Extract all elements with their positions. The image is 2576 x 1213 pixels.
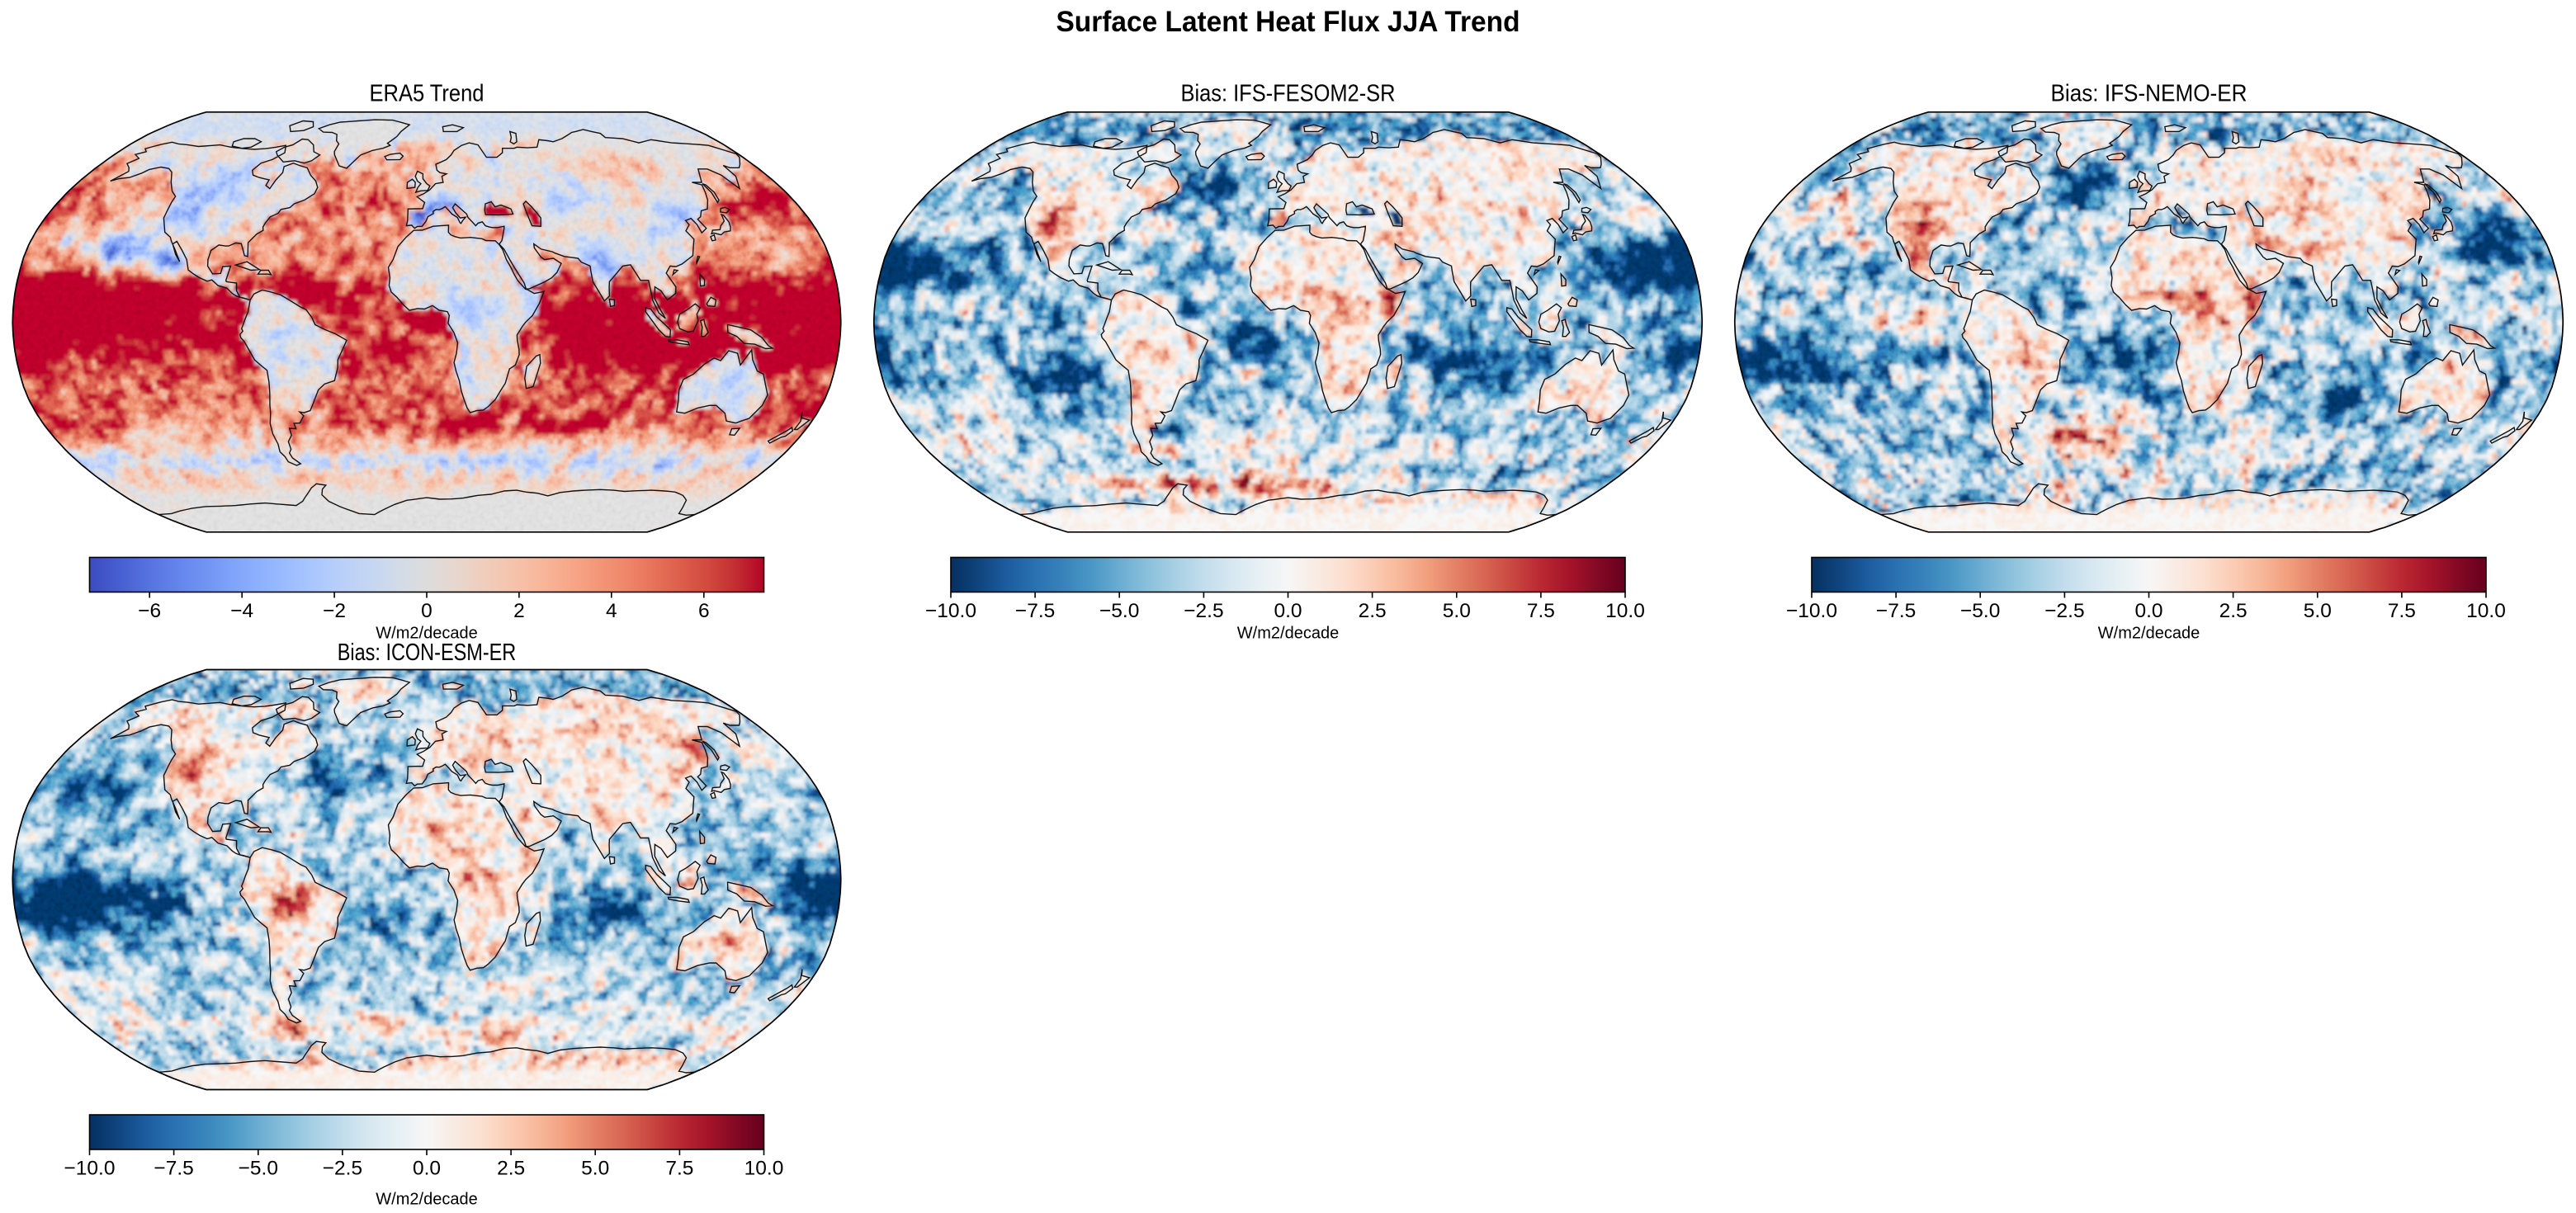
- svg-text:−5.0: −5.0: [1960, 600, 2000, 622]
- svg-text:−7.5: −7.5: [1015, 600, 1055, 622]
- svg-text:−2.5: −2.5: [1184, 600, 1223, 622]
- svg-text:−4: −4: [230, 600, 253, 622]
- svg-text:Bias: IFS-NEMO-ER: Bias: IFS-NEMO-ER: [2051, 81, 2248, 107]
- svg-text:10.0: 10.0: [2466, 600, 2506, 622]
- svg-text:2.5: 2.5: [1359, 600, 1387, 622]
- svg-text:0.0: 0.0: [413, 1158, 441, 1180]
- svg-text:Surface Latent Heat Flux JJA T: Surface Latent Heat Flux JJA Trend: [1056, 6, 1520, 38]
- svg-text:W/m2/decade: W/m2/decade: [1237, 625, 1339, 643]
- svg-text:−6: −6: [138, 600, 161, 622]
- svg-text:2.5: 2.5: [2219, 600, 2248, 622]
- svg-text:5.0: 5.0: [581, 1158, 609, 1180]
- svg-text:0.0: 0.0: [2134, 600, 2162, 622]
- svg-text:0: 0: [421, 600, 432, 622]
- svg-text:0.0: 0.0: [1274, 600, 1302, 622]
- svg-text:−2.5: −2.5: [323, 1158, 362, 1180]
- svg-text:−5.0: −5.0: [1099, 600, 1139, 622]
- svg-text:W/m2/decade: W/m2/decade: [376, 625, 477, 643]
- svg-text:4: 4: [606, 600, 617, 622]
- svg-text:Bias: ICON-ESM-ER: Bias: ICON-ESM-ER: [338, 640, 517, 666]
- svg-text:−2: −2: [323, 600, 346, 622]
- svg-text:W/m2/decade: W/m2/decade: [376, 1191, 477, 1209]
- svg-text:−7.5: −7.5: [154, 1158, 193, 1180]
- svg-text:7.5: 7.5: [2388, 600, 2416, 622]
- svg-text:7.5: 7.5: [665, 1158, 693, 1180]
- svg-text:6: 6: [698, 600, 710, 622]
- svg-text:2: 2: [513, 600, 525, 622]
- svg-text:−10.0: −10.0: [1786, 600, 1837, 622]
- svg-text:10.0: 10.0: [1605, 600, 1645, 622]
- svg-text:W/m2/decade: W/m2/decade: [2098, 625, 2200, 643]
- svg-text:−10.0: −10.0: [925, 600, 976, 622]
- svg-text:10.0: 10.0: [744, 1158, 784, 1180]
- svg-text:ERA5 Trend: ERA5 Trend: [370, 81, 484, 107]
- svg-text:7.5: 7.5: [1527, 600, 1555, 622]
- svg-text:Bias: IFS-FESOM2-SR: Bias: IFS-FESOM2-SR: [1181, 81, 1396, 107]
- svg-text:−2.5: −2.5: [2044, 600, 2084, 622]
- svg-text:−7.5: −7.5: [1876, 600, 1916, 622]
- svg-text:−10.0: −10.0: [64, 1158, 116, 1180]
- svg-text:5.0: 5.0: [2304, 600, 2332, 622]
- svg-text:−5.0: −5.0: [239, 1158, 278, 1180]
- svg-text:5.0: 5.0: [1443, 600, 1471, 622]
- svg-text:2.5: 2.5: [497, 1158, 525, 1180]
